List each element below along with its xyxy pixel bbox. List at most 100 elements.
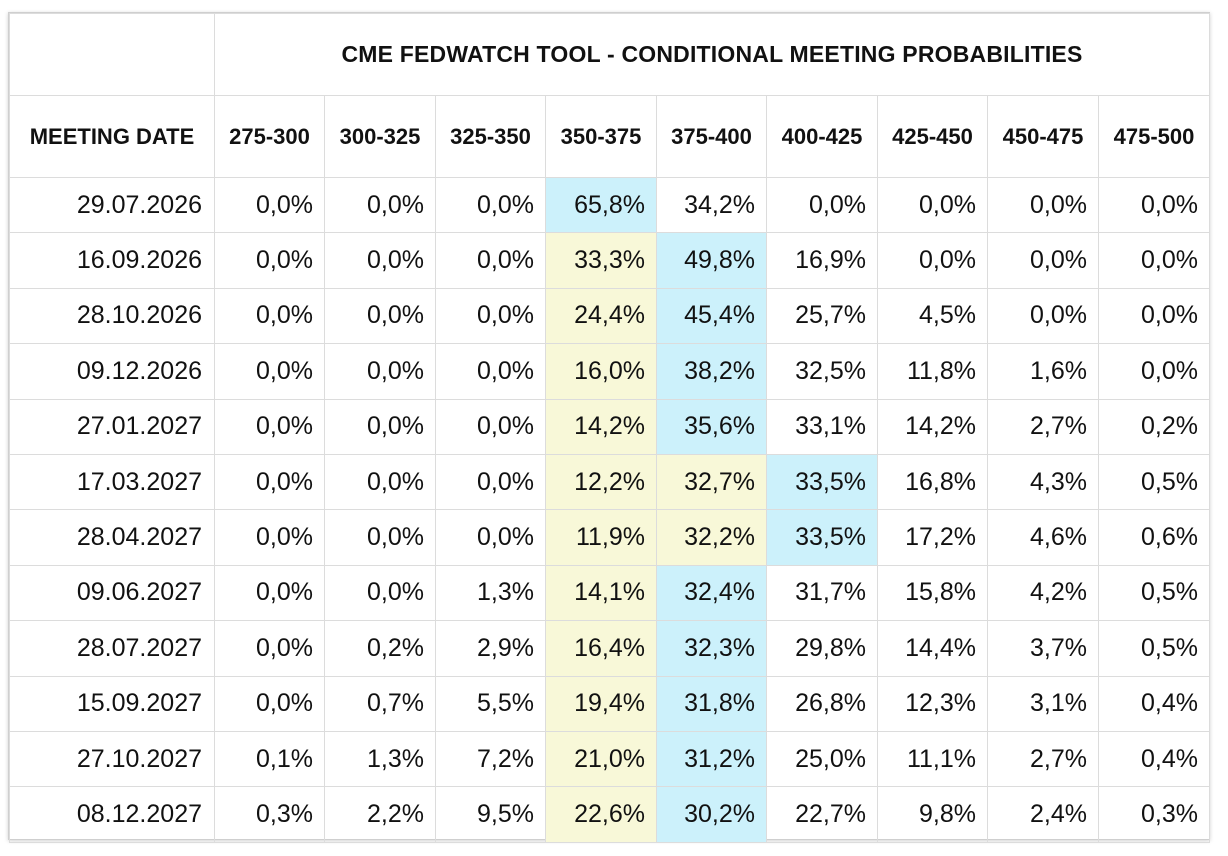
table-row: 28.10.2026 0,0% 0,0% 0,0% 24,4% 45,4% 25,7% 4,5…: [9, 287, 1210, 345]
probability-cell: 14,2%: [545, 398, 657, 455]
table-row: 08.12.2027 0,3% 2,2% 9,5% 22,6% 30,2% 22,7% 9,8…: [9, 786, 1210, 843]
probability-cell: 0,2%: [1098, 398, 1210, 455]
meeting-date-cell: 27.01.2027: [9, 398, 215, 455]
probability-cell: 19,4%: [545, 675, 657, 732]
probability-cell: 32,3%: [656, 620, 767, 677]
probability-cell: 0,0%: [1098, 176, 1210, 234]
probability-cell: 4,3%: [987, 453, 1099, 511]
probability-cell: 0,1%: [214, 730, 325, 788]
probability-cell: 7,2%: [435, 730, 546, 788]
probability-cell: 25,7%: [766, 287, 878, 345]
probability-cell: 0,0%: [214, 453, 325, 511]
probability-cell: 30,2%: [656, 786, 767, 843]
probability-cell: 0,0%: [987, 232, 1099, 289]
probability-cell: 14,4%: [877, 620, 988, 677]
probability-cell: 0,0%: [214, 398, 325, 455]
meeting-date-cell: 29.07.2026: [9, 176, 215, 234]
probability-cell: 2,7%: [987, 398, 1099, 455]
probability-cell: 0,0%: [877, 232, 988, 289]
probability-cell: 12,2%: [545, 453, 657, 511]
table-row: 27.10.2027 0,1% 1,3% 7,2% 21,0% 31,2% 25,0% 11,…: [9, 730, 1210, 788]
meeting-date-cell: 28.04.2027: [9, 509, 215, 566]
probability-cell: 22,7%: [766, 786, 878, 843]
meeting-date-cell: 15.09.2027: [9, 675, 215, 732]
probability-cell: 0,0%: [324, 453, 436, 511]
table-row: 17.03.2027 0,0% 0,0% 0,0% 12,2% 32,7% 33,5% 16,…: [9, 453, 1210, 511]
probability-cell: 0,2%: [324, 620, 436, 677]
probability-cell: 31,8%: [656, 675, 767, 732]
column-header-425-450: 425-450: [877, 95, 988, 178]
column-header-450-475: 450-475: [987, 95, 1099, 178]
column-header-375-400: 375-400: [656, 95, 767, 178]
probability-cell: 0,0%: [214, 232, 325, 289]
probability-cell: 26,8%: [766, 675, 878, 732]
probability-cell: 9,5%: [435, 786, 546, 843]
probability-cell: 16,4%: [545, 620, 657, 677]
probability-cell: 2,4%: [987, 786, 1099, 843]
probability-cell: 4,2%: [987, 564, 1099, 622]
probability-cell: 2,2%: [324, 786, 436, 843]
meeting-date-cell: 09.12.2026: [9, 343, 215, 400]
probability-cell: 12,3%: [877, 675, 988, 732]
probability-cell: 0,0%: [435, 176, 546, 234]
probability-cell: 0,0%: [435, 343, 546, 400]
probability-table-frame: CME FEDWATCH TOOL - CONDITIONAL MEETING …: [8, 12, 1210, 843]
table-row: 16.09.2026 0,0% 0,0% 0,0% 33,3% 49,8% 16,9% 0,0…: [9, 232, 1210, 289]
probability-cell: 2,7%: [987, 730, 1099, 788]
table-row: 09.06.2027 0,0% 0,0% 1,3% 14,1% 32,4% 31,7% 15,…: [9, 564, 1210, 622]
probability-cell: 0,0%: [324, 564, 436, 622]
probability-cell: 25,0%: [766, 730, 878, 788]
probability-cell: 0,0%: [1098, 287, 1210, 345]
probability-cell: 0,5%: [1098, 453, 1210, 511]
probability-cell: 14,1%: [545, 564, 657, 622]
meeting-date-cell: 28.07.2027: [9, 620, 215, 677]
table-row: 28.07.2027 0,0% 0,2% 2,9% 16,4% 32,3% 29,8% 14,…: [9, 620, 1210, 677]
probability-cell: 0,0%: [214, 675, 325, 732]
probability-cell: 11,8%: [877, 343, 988, 400]
probability-cell: 0,0%: [214, 509, 325, 566]
probability-cell: 11,9%: [545, 509, 657, 566]
probability-cell: 0,6%: [1098, 509, 1210, 566]
probability-cell: 0,0%: [214, 620, 325, 677]
probability-cell: 0,0%: [324, 176, 436, 234]
meeting-date-cell: 28.10.2026: [9, 287, 215, 345]
probability-cell: 0,0%: [214, 287, 325, 345]
column-header-300-325: 300-325: [324, 95, 436, 178]
meeting-date-header: MEETING DATE: [9, 95, 215, 178]
probability-cell: 0,0%: [987, 287, 1099, 345]
probability-cell: 16,8%: [877, 453, 988, 511]
probability-cell: 0,0%: [324, 509, 436, 566]
probability-cell: 45,4%: [656, 287, 767, 345]
probability-cell: 1,3%: [324, 730, 436, 788]
probability-cell: 0,0%: [324, 287, 436, 345]
probability-cell: 17,2%: [877, 509, 988, 566]
probability-cell: 33,3%: [545, 232, 657, 289]
probability-cell: 2,9%: [435, 620, 546, 677]
column-header-275-300: 275-300: [214, 95, 325, 178]
probability-cell: 16,9%: [766, 232, 878, 289]
meeting-date-cell: 16.09.2026: [9, 232, 215, 289]
probability-cell: 35,6%: [656, 398, 767, 455]
probability-cell: 65,8%: [545, 176, 657, 234]
probability-cell: 38,2%: [656, 343, 767, 400]
table-row: 15.09.2027 0,0% 0,7% 5,5% 19,4% 31,8% 26,8% 12,…: [9, 675, 1210, 732]
probability-cell: 15,8%: [877, 564, 988, 622]
column-header-400-425: 400-425: [766, 95, 878, 178]
probability-cell: 29,8%: [766, 620, 878, 677]
title-row: CME FEDWATCH TOOL - CONDITIONAL MEETING …: [9, 13, 1210, 96]
probability-cell: 11,1%: [877, 730, 988, 788]
probability-cell: 1,3%: [435, 564, 546, 622]
probability-cell: 34,2%: [656, 176, 767, 234]
probability-cell: 0,0%: [877, 176, 988, 234]
probability-cell: 5,5%: [435, 675, 546, 732]
probability-cell: 1,6%: [987, 343, 1099, 400]
probability-cell: 3,7%: [987, 620, 1099, 677]
probability-cell: 21,0%: [545, 730, 657, 788]
table-row: 28.04.2027 0,0% 0,0% 0,0% 11,9% 32,2% 33,5% 17,…: [9, 509, 1210, 566]
probability-cell: 0,0%: [324, 343, 436, 400]
probability-cell: 49,8%: [656, 232, 767, 289]
probability-cell: 0,0%: [214, 343, 325, 400]
probability-cell: 16,0%: [545, 343, 657, 400]
column-header-325-350: 325-350: [435, 95, 546, 178]
probability-cell: 0,0%: [1098, 343, 1210, 400]
